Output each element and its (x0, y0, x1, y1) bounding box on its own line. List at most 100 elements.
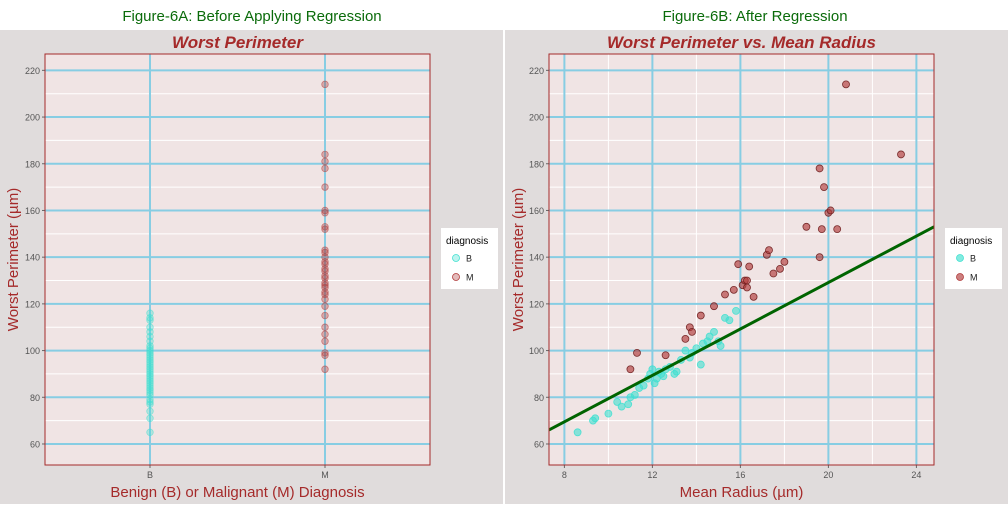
data-point-m (321, 248, 329, 257)
y-tick-label: 200 (25, 113, 40, 123)
data-point-m (633, 349, 641, 357)
data-point-m (321, 337, 329, 345)
plot-background (45, 54, 430, 465)
data-point-b (710, 327, 718, 336)
data-point-m (321, 260, 329, 268)
y-tick-label: 100 (529, 346, 544, 356)
data-point-m (802, 222, 811, 231)
data-point-b (146, 309, 154, 317)
legend-box (441, 228, 498, 289)
plot-border (548, 53, 935, 466)
y-tick-label: 80 (30, 393, 40, 403)
x-tick-label: 24 (911, 470, 921, 480)
y-tick-label: 180 (529, 159, 544, 169)
y-tick-label: 60 (534, 439, 544, 449)
x-axis-label: Mean Radius (µm) (680, 484, 804, 501)
data-point-m (743, 283, 751, 292)
data-point-m (681, 334, 690, 343)
data-point-b (146, 398, 154, 406)
data-point-m (321, 80, 329, 89)
y-tick-label: 220 (529, 66, 544, 76)
data-point-b (659, 372, 668, 381)
data-point-m (626, 365, 635, 374)
data-point-m (765, 246, 773, 255)
y-tick-label: 160 (529, 206, 544, 216)
data-point-m (780, 257, 789, 266)
data-point-m (321, 311, 329, 320)
data-point-m (817, 225, 826, 234)
x-tick-label: 8 (562, 470, 567, 480)
panel-figure-6a: Figure-6A: Before Applying Regression 60 8… (0, 8, 503, 504)
data-point-m (820, 183, 828, 192)
data-point-b (617, 402, 626, 411)
grid (45, 54, 430, 465)
plot-border (44, 53, 431, 466)
y-tick-label: 200 (529, 113, 544, 123)
plot-background (549, 54, 934, 465)
data-point-m (321, 323, 329, 331)
chart-title: Worst Perimeter (172, 33, 304, 52)
data-point-m (321, 274, 329, 282)
data-point-b (696, 360, 705, 369)
data-point-b (639, 381, 648, 390)
data-point-m (776, 264, 784, 273)
data-point-m (321, 157, 329, 166)
legend-key-m (956, 273, 964, 281)
y-tick-label: 120 (25, 299, 40, 309)
y-tick-label: 220 (25, 66, 40, 76)
panel-figure-6b: Figure-6B: After Regression 60 80 100 120 140… (505, 8, 1008, 504)
data-point-b (648, 365, 657, 374)
data-point-m (321, 246, 329, 254)
data-point-m (897, 150, 905, 159)
data-point-b (146, 316, 154, 324)
y-axis-label: Worst Perimeter (µm) (5, 188, 22, 331)
legend: diagnosis BM (441, 228, 498, 289)
legend-key-b (452, 254, 460, 262)
y-tick-label: 60 (30, 439, 40, 449)
data-point-m (321, 302, 329, 310)
data-point-b (732, 306, 740, 315)
data-point-b (624, 400, 633, 409)
data-point-b (146, 323, 154, 331)
data-point-b (613, 398, 622, 406)
data-point-m (321, 206, 329, 215)
data-point-b (604, 409, 613, 418)
data-point-b (672, 367, 681, 376)
data-point-m (321, 365, 329, 373)
legend: diagnosis BM (945, 228, 1002, 289)
y-tick-label: 120 (529, 299, 544, 309)
legend-title: diagnosis (446, 236, 488, 247)
data-point-b (146, 407, 154, 415)
x-tick-label: 20 (823, 470, 833, 480)
data-point-m (729, 285, 738, 294)
data-point-m (743, 276, 751, 285)
y-tick-label: 80 (534, 393, 544, 403)
y-tick-label: 160 (25, 206, 40, 216)
data-point-b (146, 344, 154, 352)
data-point-m (321, 351, 329, 359)
data-point-b (630, 391, 639, 399)
chart-title: Worst Perimeter vs. Mean Radius (607, 33, 876, 52)
data-point-m (321, 349, 329, 357)
data-point-m (661, 351, 670, 360)
legend-title: diagnosis (950, 236, 992, 247)
data-point-m (815, 253, 824, 262)
x-tick-label: M (321, 470, 329, 480)
data-point-m (721, 290, 729, 299)
data-point-m (321, 209, 329, 217)
y-tick-label: 100 (25, 346, 40, 356)
legend-key-m (452, 273, 460, 281)
grid (549, 54, 934, 465)
y-tick-label: 140 (529, 253, 544, 263)
figure-title: Figure-6A: Before Applying Regression (122, 8, 381, 25)
figure-title: Figure-6B: After Regression (662, 8, 847, 25)
regression-line (549, 225, 934, 432)
data-point-m (842, 80, 850, 89)
y-axis-label: Worst Perimeter (µm) (510, 188, 527, 331)
data-point-m (734, 260, 743, 269)
data-point-m (321, 281, 329, 289)
data-point-m (833, 225, 842, 234)
data-point-m (321, 223, 329, 231)
data-point-b (573, 428, 582, 437)
